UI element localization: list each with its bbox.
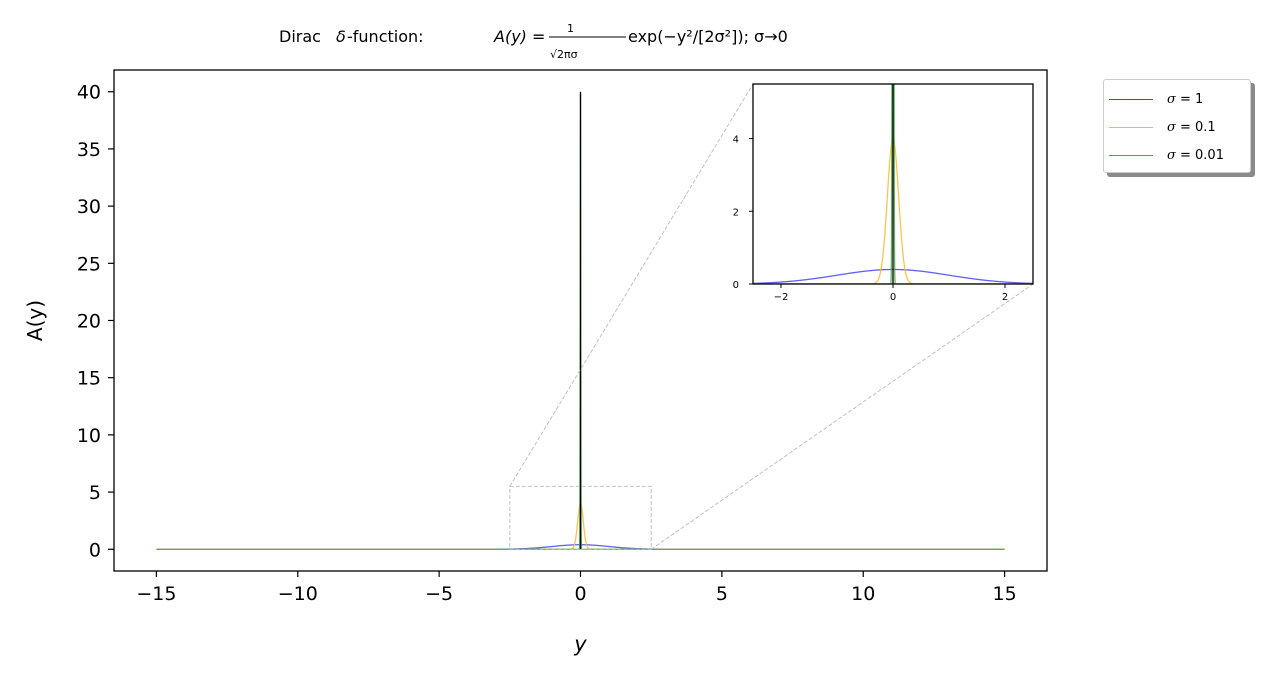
- legend-swatch: [1109, 154, 1153, 156]
- x-tick-label: −5: [425, 583, 453, 605]
- y-tick-label: 20: [77, 311, 101, 333]
- inset-y-tick-label: 0: [733, 280, 739, 291]
- title-function: -function:: [347, 27, 424, 46]
- inset-connector: [650, 283, 1034, 550]
- y-tick-label: 40: [77, 82, 101, 104]
- series-group: [156, 91, 1005, 550]
- y-tick-label: 30: [77, 196, 101, 218]
- legend-swatch: [1109, 98, 1153, 100]
- legend-swatch: [1109, 126, 1153, 128]
- x-tick-label: 5: [716, 583, 728, 605]
- y-tick-label: 25: [77, 253, 101, 275]
- x-tick-label: 0: [574, 583, 586, 605]
- legend-symbol: σ: [1167, 91, 1176, 107]
- y-tick-label: 15: [77, 368, 101, 390]
- y-tick-label: 35: [77, 139, 101, 161]
- legend-item-sigma-1: σ = 1: [1109, 85, 1250, 113]
- inset-y-tick-label: 4: [733, 135, 739, 146]
- y-tick-label: 0: [89, 539, 101, 561]
- legend-symbol: σ: [1167, 147, 1176, 163]
- inset-x-tick-label: −2: [774, 292, 789, 303]
- x-tick-label: 10: [851, 583, 875, 605]
- inset-connector: [509, 83, 754, 487]
- chart-title: Dirac δ -function: A(y) = 1 √2πσ exp(−y²…: [279, 22, 788, 61]
- x-tick-label: −15: [136, 583, 176, 605]
- inset-series-group: [753, 84, 1033, 284]
- legend-eq: = 0.01: [1175, 147, 1224, 163]
- inset-axes: −2 0 2 0 2 4: [509, 83, 1034, 550]
- title-lhs: A(y) =: [493, 27, 545, 46]
- x-tick-label: 15: [992, 583, 1016, 605]
- y-tick-label: 10: [77, 425, 101, 447]
- legend-symbol: σ: [1167, 119, 1176, 135]
- x-tick-label: −10: [278, 583, 318, 605]
- inset-x-tick-label: 2: [1002, 292, 1008, 303]
- title-prefix: Dirac: [279, 27, 321, 46]
- legend-item-sigma-0.01: σ = 0.01: [1109, 141, 1250, 169]
- y-axis-label: A(y): [23, 300, 47, 341]
- title-frac-den: √2πσ: [550, 48, 578, 61]
- legend-eq: = 0.1: [1175, 119, 1216, 135]
- x-axis-label: y: [573, 632, 587, 656]
- legend-item-sigma-0.1: σ = 0.1: [1109, 113, 1250, 141]
- legend-eq: = 1: [1175, 91, 1204, 107]
- title-frac-num: 1: [567, 22, 574, 35]
- y-tick-label: 5: [89, 482, 101, 504]
- title-exp: exp(−y²/[2σ²]); σ→0: [628, 27, 788, 46]
- inset-y-tick-label: 2: [733, 207, 739, 218]
- title-delta: δ: [336, 27, 346, 46]
- inset-x-tick-label: 0: [890, 292, 896, 303]
- legend: σ = 1 σ = 0.1 σ = 0.01: [1103, 79, 1251, 173]
